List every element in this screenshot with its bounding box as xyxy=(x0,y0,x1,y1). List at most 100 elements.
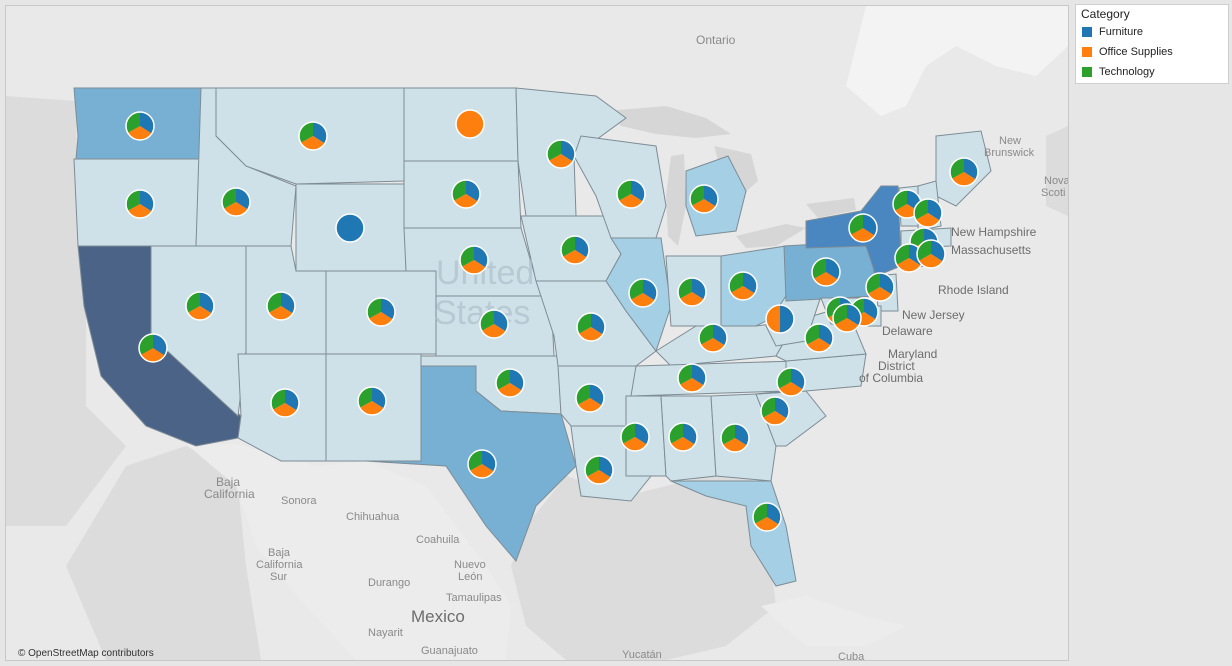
pie-south-dakota[interactable] xyxy=(451,179,481,209)
legend-item-furniture[interactable]: Furniture xyxy=(1076,22,1228,42)
pie-utah[interactable] xyxy=(266,291,296,321)
pie-slice-office-supplies[interactable] xyxy=(127,204,152,218)
pie-pennsylvania[interactable] xyxy=(811,257,841,287)
pie-new-york[interactable] xyxy=(848,213,878,243)
pie-california[interactable] xyxy=(138,333,168,363)
pie-nebraska[interactable] xyxy=(459,245,489,275)
pie-slice-office-supplies[interactable] xyxy=(894,204,919,219)
pie-slice-office-supplies[interactable] xyxy=(813,272,838,287)
pie-slice-office-supplies[interactable] xyxy=(497,383,522,397)
pie-slice-office-supplies[interactable] xyxy=(272,403,297,417)
pie-west-virginia[interactable] xyxy=(765,304,795,334)
pie-slice-office-supplies[interactable] xyxy=(730,286,755,301)
pie-slice-office-supplies[interactable] xyxy=(300,136,325,150)
pie-slice-office-supplies[interactable] xyxy=(700,338,725,353)
pie-slice-office-supplies[interactable] xyxy=(896,258,921,272)
pie-slice-office-supplies[interactable] xyxy=(915,213,940,228)
pie-district-of-columbia[interactable] xyxy=(832,303,862,333)
pie-slice-office-supplies[interactable] xyxy=(359,401,384,415)
pie-alabama[interactable] xyxy=(668,422,698,452)
pie-slice-office-supplies[interactable] xyxy=(630,293,655,308)
pie-oklahoma[interactable] xyxy=(495,368,525,398)
legend-item-office-supplies[interactable]: Office Supplies xyxy=(1076,42,1228,62)
pie-slice-office-supplies[interactable] xyxy=(187,306,212,320)
pie-maine[interactable] xyxy=(949,157,979,187)
pie-new-mexico[interactable] xyxy=(357,386,387,416)
pie-new-jersey[interactable] xyxy=(865,272,895,302)
pie-slice-office-supplies[interactable] xyxy=(918,254,943,269)
pie-slice-office-supplies[interactable] xyxy=(679,292,704,307)
pie-mississippi[interactable] xyxy=(620,422,650,452)
pie-slice-office-supplies[interactable] xyxy=(867,287,892,302)
pie-wyoming[interactable] xyxy=(335,213,365,243)
pie-montana[interactable] xyxy=(298,121,328,151)
pie-slice-office-supplies[interactable] xyxy=(127,126,152,140)
pie-colorado[interactable] xyxy=(366,297,396,327)
pie-slice-office-supplies[interactable] xyxy=(586,470,611,485)
pie-slice-office-supplies[interactable] xyxy=(469,464,494,478)
pie-north-dakota[interactable] xyxy=(455,109,485,139)
pie-new-hampshire[interactable] xyxy=(913,198,943,228)
pie-georgia[interactable] xyxy=(720,423,750,453)
pie-slice-office-supplies[interactable] xyxy=(691,199,716,214)
pie-indiana[interactable] xyxy=(677,277,707,307)
pie-ohio[interactable] xyxy=(728,271,758,301)
pie-minnesota[interactable] xyxy=(546,139,576,169)
pie-florida[interactable] xyxy=(752,502,782,532)
pie-slice-office-supplies[interactable] xyxy=(806,338,831,353)
pie-slice-office-supplies[interactable] xyxy=(461,260,486,274)
category-legend: Category Furniture Office Supplies Techn… xyxy=(1075,4,1229,84)
pie-slice-office-supplies[interactable] xyxy=(850,228,875,243)
pie-missouri[interactable] xyxy=(576,312,606,342)
pie-slice-office-supplies[interactable] xyxy=(578,327,603,342)
basemap-water-atlantic xyxy=(1046,126,1068,216)
map-canvas[interactable]: Ontario New Brunswick Nova Scoti United … xyxy=(6,6,1068,660)
pie-illinois[interactable] xyxy=(628,278,658,308)
pie-michigan[interactable] xyxy=(689,184,719,214)
pie-slice-office-supplies[interactable] xyxy=(679,378,704,393)
state-tennessee[interactable] xyxy=(630,360,797,397)
pie-kansas[interactable] xyxy=(479,309,509,339)
pie-slice-office-supplies[interactable] xyxy=(577,398,602,413)
pie-north-carolina[interactable] xyxy=(776,367,806,397)
pie-slice-office-supplies[interactable] xyxy=(778,382,803,397)
pie-rhode-island[interactable] xyxy=(916,239,946,269)
map-view[interactable]: Ontario New Brunswick Nova Scoti United … xyxy=(5,5,1069,661)
pie-slice-office-supplies[interactable] xyxy=(754,517,779,532)
pie-wisconsin[interactable] xyxy=(616,179,646,209)
pie-slice-office-supplies[interactable] xyxy=(618,194,643,209)
pie-slice-furniture[interactable] xyxy=(336,214,364,242)
pie-slice-office-supplies[interactable] xyxy=(368,312,393,326)
pie-nevada[interactable] xyxy=(185,291,215,321)
pie-tennessee[interactable] xyxy=(677,363,707,393)
legend-item-technology[interactable]: Technology xyxy=(1076,62,1228,82)
pie-arkansas[interactable] xyxy=(575,383,605,413)
pie-slice-office-supplies[interactable] xyxy=(223,202,248,217)
pie-oregon[interactable] xyxy=(125,189,155,219)
pie-slice-office-supplies[interactable] xyxy=(670,437,695,451)
pie-slice-office-supplies[interactable] xyxy=(722,438,747,453)
pie-slice-office-supplies[interactable] xyxy=(951,172,976,186)
pie-iowa[interactable] xyxy=(560,235,590,265)
pie-slice-office-supplies[interactable] xyxy=(548,154,573,169)
pie-virginia[interactable] xyxy=(804,323,834,353)
pie-idaho[interactable] xyxy=(221,187,251,217)
pie-slice-office-supplies[interactable] xyxy=(268,306,293,320)
pie-slice-office-supplies[interactable] xyxy=(456,110,484,138)
pie-slice-office-supplies[interactable] xyxy=(766,305,780,333)
pie-slice-office-supplies[interactable] xyxy=(481,324,506,338)
pie-slice-office-supplies[interactable] xyxy=(834,318,859,333)
pie-slice-office-supplies[interactable] xyxy=(453,194,478,209)
pie-washington[interactable] xyxy=(125,111,155,141)
pie-slice-office-supplies[interactable] xyxy=(622,437,647,452)
pie-slice-furniture[interactable] xyxy=(780,305,794,333)
pie-slice-office-supplies[interactable] xyxy=(762,411,787,426)
pie-arizona[interactable] xyxy=(270,388,300,418)
pie-kentucky[interactable] xyxy=(698,323,728,353)
pie-south-carolina[interactable] xyxy=(760,396,790,426)
pie-slice-office-supplies[interactable] xyxy=(140,348,165,362)
pie-louisiana[interactable] xyxy=(584,455,614,485)
map-attribution[interactable]: © OpenStreetMap contributors xyxy=(18,648,154,659)
pie-texas[interactable] xyxy=(467,449,497,479)
pie-slice-office-supplies[interactable] xyxy=(562,250,587,265)
